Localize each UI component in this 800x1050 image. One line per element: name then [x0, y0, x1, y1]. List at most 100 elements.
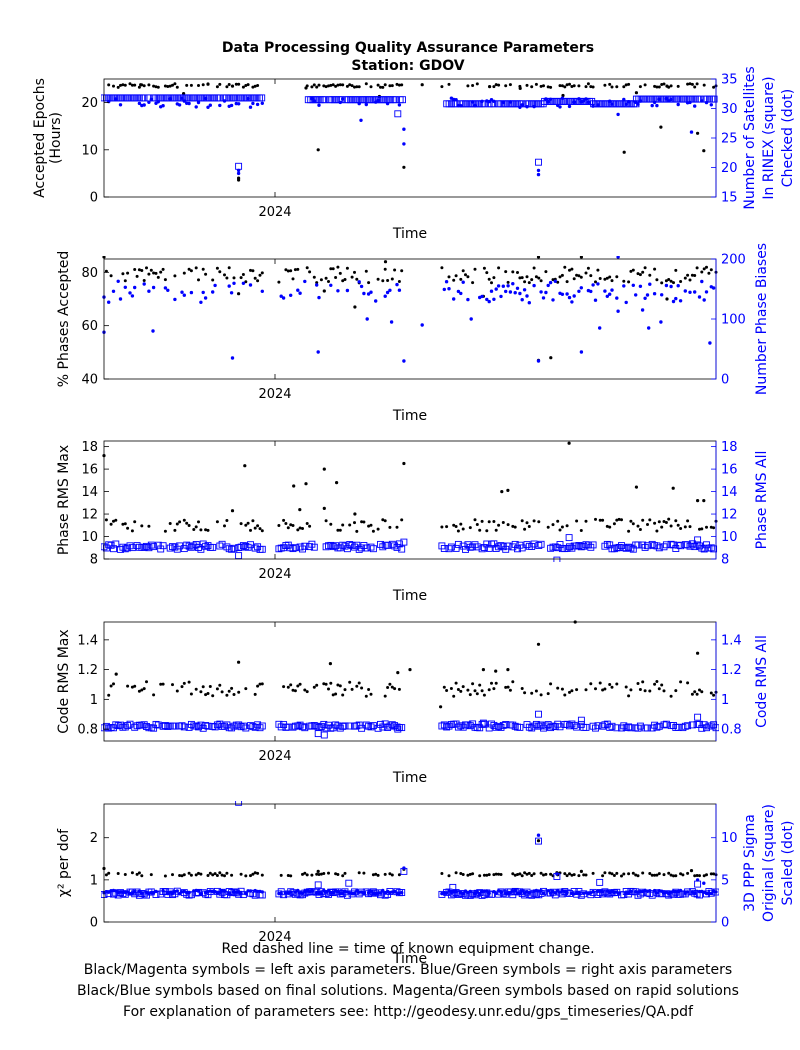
right-series-square [613, 544, 621, 552]
right-series-point [709, 103, 713, 107]
x-axis-label: Time [392, 770, 427, 786]
left-series-point [327, 871, 330, 875]
right-series-point [140, 891, 144, 895]
right-series-point [173, 297, 177, 302]
left-series-point [542, 873, 545, 877]
right-series-square [258, 94, 266, 102]
left-tick-label: 10 [81, 143, 98, 158]
right-series-point [536, 172, 541, 177]
right-series-square [454, 540, 462, 548]
left-series-point [665, 84, 669, 88]
right-series-square [289, 723, 297, 731]
left-series-point [698, 688, 701, 692]
left-series-point [681, 873, 685, 877]
x-tick-label: 2024 [258, 387, 291, 402]
left-series-point [137, 268, 141, 272]
left-series-point [256, 871, 260, 875]
right-series-square [365, 722, 373, 730]
left-series-point [225, 519, 229, 522]
left-series-point [225, 693, 229, 697]
left-series-point [655, 680, 659, 683]
left-series-point [353, 305, 357, 309]
left-series-point [244, 280, 248, 284]
left-series-point [189, 83, 193, 87]
left-series-point [624, 685, 628, 689]
right-series-point [203, 296, 208, 300]
right-series-point [298, 291, 302, 295]
left-series-point [357, 871, 361, 875]
left-series-point [147, 83, 151, 87]
right-series-square [639, 541, 647, 549]
left-series-point [627, 694, 631, 698]
right-series-point [671, 299, 676, 304]
left-tick-label: 8 [90, 553, 98, 568]
right-series-square [329, 543, 337, 551]
left-series-point [700, 690, 704, 694]
left-series-point [310, 85, 314, 89]
left-series-point [584, 271, 588, 275]
right-series-square [180, 723, 188, 731]
left-series-point [225, 871, 229, 875]
left-series-point [223, 874, 226, 878]
left-series-point [279, 873, 283, 877]
right-series-square [251, 544, 259, 552]
left-series-point [232, 693, 236, 696]
left-series-point [643, 83, 647, 87]
left-series-point [316, 869, 320, 874]
left-series-point [570, 873, 574, 877]
left-series-point [237, 690, 241, 694]
right-series-point [310, 889, 314, 893]
right-tick-label: 1.2 [721, 663, 742, 678]
left-series-point [497, 872, 501, 876]
left-series-point [686, 519, 690, 523]
right-series-point [591, 104, 595, 108]
right-series-point [600, 890, 605, 894]
right-series-point [570, 300, 574, 304]
right-series-square [379, 543, 387, 551]
left-series-point [246, 83, 250, 87]
right-series-square [662, 541, 670, 549]
left-series-point [376, 83, 380, 87]
left-series-point [523, 691, 527, 695]
right-series-point [527, 301, 531, 305]
left-series-point [397, 873, 401, 877]
right-series-point [536, 168, 541, 173]
left-series-point [549, 872, 553, 876]
right-series-square [394, 725, 402, 733]
right-series-point [385, 290, 390, 295]
right-series-point [187, 890, 191, 895]
right-series-square [314, 881, 322, 889]
right-series-square [204, 542, 212, 550]
right-series-point [331, 890, 335, 895]
left-axis-label: χ² per dof [56, 828, 72, 897]
left-series-point [312, 275, 316, 279]
left-series-point [215, 874, 219, 877]
left-series-point [107, 83, 111, 87]
left-series-point [317, 873, 321, 876]
left-series-point [690, 692, 694, 696]
right-series-square [199, 540, 207, 548]
left-series-point [634, 91, 639, 95]
right-series-point [369, 889, 373, 893]
right-series-square [625, 723, 633, 731]
right-series-point [664, 283, 669, 288]
right-series-square [187, 891, 195, 899]
right-series-point [166, 288, 170, 292]
left-series-point [180, 685, 184, 689]
right-series-point [546, 283, 550, 288]
left-series-point [218, 270, 222, 274]
right-series-square [235, 552, 243, 560]
left-series-point [662, 689, 666, 693]
right-series-square [223, 543, 231, 551]
right-series-square [228, 545, 236, 553]
right-tick-label: 14 [721, 485, 738, 500]
left-series-point [506, 523, 510, 527]
left-tick-label: 0.8 [77, 723, 98, 738]
right-series-point [513, 888, 517, 893]
right-series-point [397, 288, 402, 292]
left-series-point [133, 684, 137, 688]
right-series-point [565, 890, 569, 895]
right-series-point [631, 283, 635, 287]
right-series-point [170, 891, 175, 896]
right-series-square [462, 545, 469, 553]
